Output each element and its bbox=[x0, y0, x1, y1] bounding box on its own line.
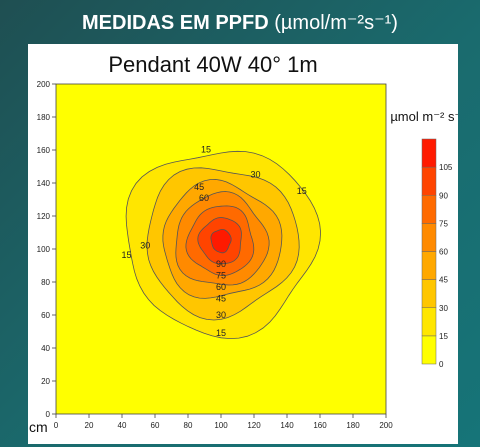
contour-label-45: 45 bbox=[216, 294, 226, 304]
ppfd-heatmap-chart: Pendant 40W 40° 1m 151515153030304545606… bbox=[29, 52, 458, 435]
contour-label-15: 15 bbox=[201, 145, 211, 155]
colorbar-tick-label: 60 bbox=[439, 248, 448, 257]
colorbar-swatch bbox=[421, 195, 437, 224]
colorbar-swatch bbox=[421, 138, 437, 168]
x-tick-label: 200 bbox=[379, 421, 393, 430]
colorbar-tick-label: 45 bbox=[439, 276, 448, 285]
colorbar-tick-label: 105 bbox=[439, 163, 453, 172]
y-tick-label: 60 bbox=[41, 311, 50, 320]
colorbar-swatch bbox=[421, 251, 437, 280]
contour-label-15: 15 bbox=[121, 250, 131, 260]
contour-label-15: 15 bbox=[216, 328, 226, 338]
contour-label-30: 30 bbox=[140, 240, 150, 250]
header-title: MEDIDAS EM PPFD bbox=[82, 12, 269, 34]
axis-unit-label: cm bbox=[29, 419, 48, 435]
contour-label-30: 30 bbox=[250, 170, 260, 180]
y-tick-label: 20 bbox=[41, 377, 50, 386]
contour-label-15: 15 bbox=[297, 186, 307, 196]
colorbar-tick-label: 75 bbox=[439, 219, 448, 228]
x-tick-label: 20 bbox=[85, 421, 94, 430]
x-tick-label: 140 bbox=[280, 421, 294, 430]
colorbar-swatch bbox=[421, 279, 437, 308]
colorbar-tick-label: 90 bbox=[439, 191, 448, 200]
colorbar-swatch bbox=[421, 166, 437, 196]
x-tick-label: 40 bbox=[118, 421, 127, 430]
y-tick-label: 200 bbox=[37, 80, 51, 89]
contour-label-30: 30 bbox=[216, 310, 226, 320]
y-tick-label: 40 bbox=[41, 344, 50, 353]
colorbar-swatch bbox=[421, 223, 437, 252]
x-tick-label: 180 bbox=[346, 421, 360, 430]
contour-label-90: 90 bbox=[216, 259, 226, 269]
colorbar-title: µmol m⁻² s⁻¹ bbox=[390, 109, 458, 124]
y-tick-label: 100 bbox=[37, 245, 51, 254]
chart-panel: Pendant 40W 40° 1m 15 15 15 15 30 30 30 45 45 60 6… bbox=[28, 44, 458, 444]
contour-label-60: 60 bbox=[216, 282, 226, 292]
contour-label-45: 45 bbox=[194, 182, 204, 192]
x-tick-label: 120 bbox=[247, 421, 261, 430]
y-tick-label: 0 bbox=[46, 410, 51, 419]
colorbar-tick-label: 15 bbox=[439, 332, 448, 341]
colorbar-tick-label: 0 bbox=[439, 360, 444, 369]
y-tick-label: 80 bbox=[41, 278, 50, 287]
contour-label-60: 60 bbox=[199, 193, 209, 203]
colorbar-tick-label: 30 bbox=[439, 304, 448, 313]
x-tick-label: 0 bbox=[54, 421, 59, 430]
y-tick-label: 120 bbox=[37, 212, 51, 221]
header-units: (µmol/m⁻²s⁻¹) bbox=[274, 12, 398, 34]
contour-label-75: 75 bbox=[216, 270, 226, 280]
x-tick-label: 160 bbox=[313, 421, 327, 430]
page-header: MEDIDAS EM PPFD (µmol/m⁻²s⁻¹) bbox=[0, 8, 480, 38]
x-tick-label: 80 bbox=[184, 421, 193, 430]
colorbar-swatch bbox=[421, 335, 437, 365]
y-tick-label: 140 bbox=[37, 179, 51, 188]
colorbar-swatch bbox=[421, 307, 437, 337]
x-tick-label: 100 bbox=[214, 421, 228, 430]
y-tick-label: 180 bbox=[37, 113, 51, 122]
y-tick-label: 160 bbox=[37, 146, 51, 155]
contour-band-105 bbox=[210, 229, 232, 254]
chart-title: Pendant 40W 40° 1m bbox=[108, 52, 317, 77]
x-tick-label: 60 bbox=[151, 421, 160, 430]
